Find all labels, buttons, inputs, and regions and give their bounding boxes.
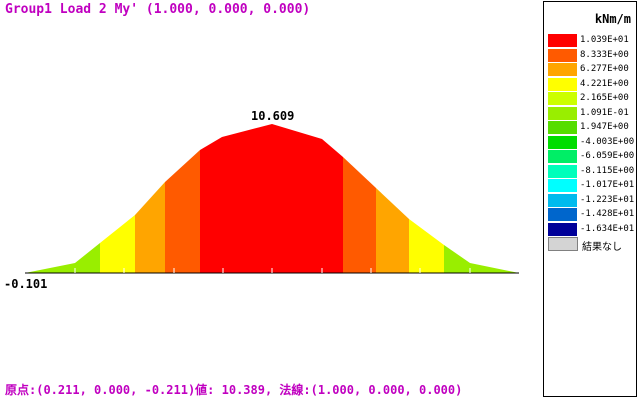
band-7 [376, 188, 409, 273]
band-4 [165, 150, 200, 273]
legend-entry: -1.017E+01 [548, 179, 636, 193]
legend-swatch [548, 106, 577, 121]
legend-swatch [548, 208, 577, 222]
legend-unit: kNm/m [594, 12, 631, 26]
min-value-label: -0.101 [4, 277, 48, 291]
band-2 [100, 215, 135, 273]
legend-swatch [548, 121, 577, 135]
contour-bands [25, 124, 519, 273]
legend-entry: 2.165E+00 [548, 92, 636, 106]
band-6 [343, 157, 376, 273]
legend-entry: 1.947E+00 [548, 121, 636, 135]
max-value-label: 10.609 [251, 109, 295, 123]
no-result-label: 結果なし [582, 242, 622, 253]
legend-entry: 6.277E+00 [548, 63, 636, 77]
baseline-ticks [74, 268, 471, 273]
band-9 [444, 245, 519, 273]
legend-entry: -6.059E+00 [548, 150, 636, 164]
legend-swatch [548, 63, 577, 77]
legend-panel: kNm/m 1.039E+01 8.333E+00 6.277E+00 4.221E+… [543, 1, 637, 397]
legend-entry: -1.634E+01 [548, 222, 636, 237]
legend-value: -1.428E+01 [580, 209, 635, 219]
band-3 [135, 182, 165, 273]
legend-value: -4.003E+00 [580, 136, 635, 147]
legend-no-result: 結果なし [548, 237, 636, 253]
legend-entry: -4.003E+00 [548, 135, 636, 150]
band-1 [25, 243, 100, 273]
view-title: Group1 Load 2 My' (1.000, 0.000, 0.000) [5, 2, 311, 17]
moment-diagram-svg [25, 124, 519, 274]
legend-value: -1.017E+01 [580, 180, 635, 190]
legend-swatch [548, 179, 577, 193]
legend-swatch [548, 34, 577, 48]
legend-value: 4.221E+00 [580, 78, 629, 89]
legend-swatch [548, 193, 577, 208]
band-8 [409, 219, 444, 273]
legend-entry: 1.091E-01 [548, 106, 636, 121]
legend-value: 1.947E+00 [580, 122, 629, 132]
band-5 [200, 124, 343, 273]
moment-diagram[interactable]: 10.609 -0.101 [0, 0, 540, 400]
legend-value: 8.333E+00 [580, 49, 629, 60]
legend-value: -8.115E+00 [580, 165, 635, 176]
legend-entry: -1.428E+01 [548, 208, 636, 222]
legend-entry: -8.115E+00 [548, 164, 636, 179]
legend-value: 2.165E+00 [580, 93, 629, 103]
legend-value: 1.091E-01 [580, 107, 629, 118]
legend-swatch [548, 222, 577, 237]
legend-entry: 4.221E+00 [548, 77, 636, 92]
legend-swatch [548, 164, 577, 179]
legend-value: 6.277E+00 [580, 64, 629, 74]
legend-value: -1.634E+01 [580, 223, 635, 234]
legend-swatch [548, 92, 577, 106]
legend-entry: 8.333E+00 [548, 48, 636, 63]
legend-value: 1.039E+01 [580, 35, 629, 45]
no-result-swatch [548, 237, 578, 251]
legend-value: -1.223E+01 [580, 194, 635, 205]
status-line: 原点:(0.211, 0.000, -0.211)値: 10.389, 法線:(… [5, 383, 463, 397]
legend-value: -6.059E+00 [580, 151, 635, 161]
legend-entry: -1.223E+01 [548, 193, 636, 208]
legend-swatch [548, 77, 577, 92]
legend-swatch [548, 150, 577, 164]
legend-swatch [548, 135, 577, 150]
legend-swatch [548, 48, 577, 63]
legend-entry: 1.039E+01 [548, 34, 636, 48]
